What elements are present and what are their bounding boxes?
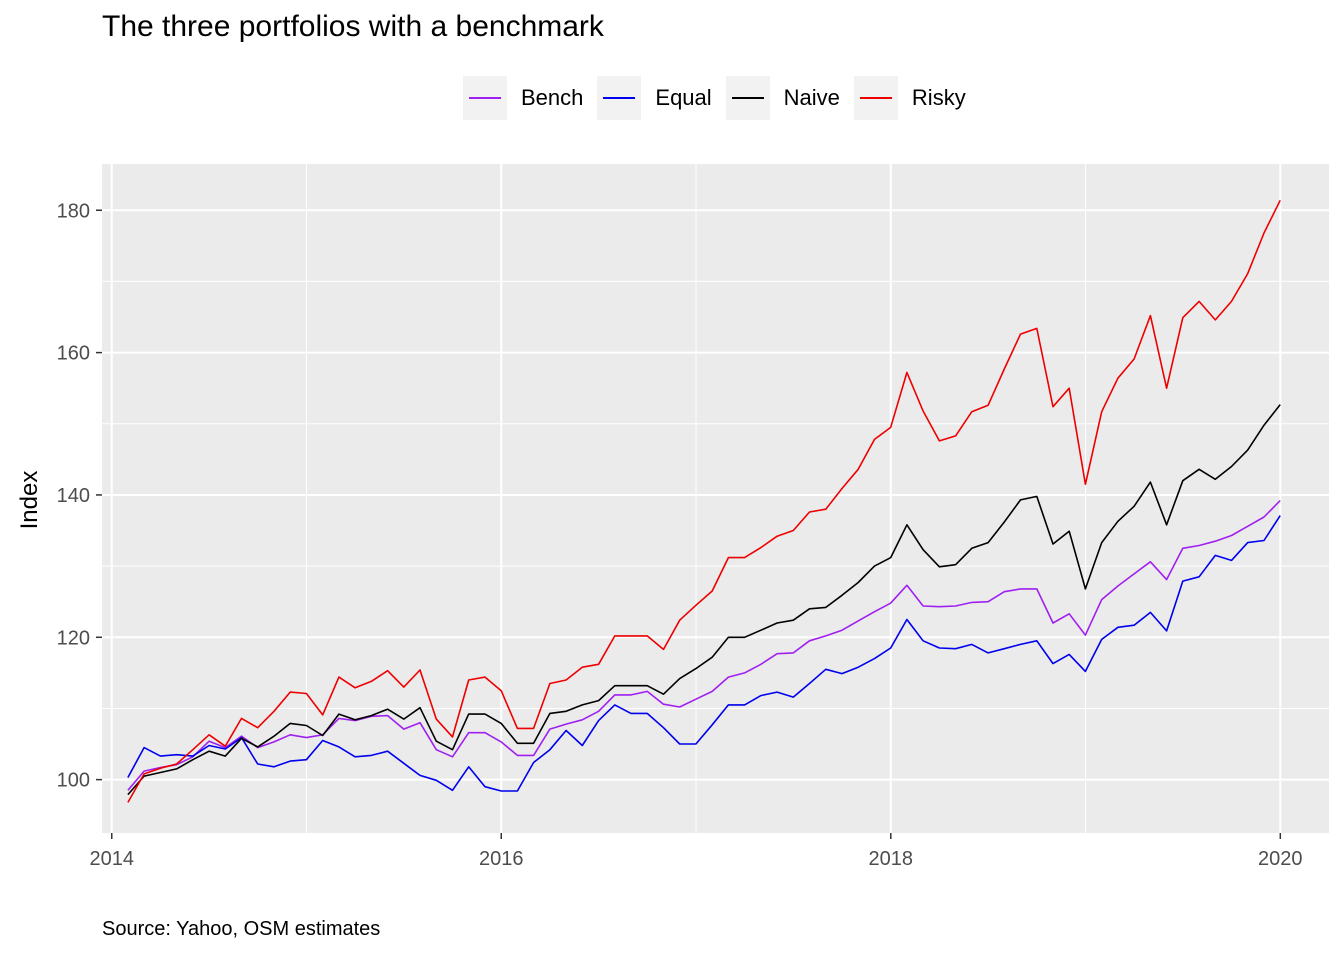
legend-item-naive: Naive [725,76,840,120]
tick-label-y: 140 [57,485,90,507]
legend: Bench Equal Naive Risky [463,76,980,120]
chart-title: The three portfolios with a benchmark [102,10,604,43]
tick-label-x: 2014 [89,848,134,870]
series-line-naive [127,404,1281,796]
legend-key-naive [725,76,770,120]
tick-label-x: 2018 [869,848,914,870]
legend-label-equal: Equal [655,85,712,110]
legend-label-bench: Bench [521,85,584,110]
series-line-risky [127,199,1281,803]
legend-item-equal: Equal [597,76,712,120]
legend-item-risky: Risky [853,76,966,120]
legend-key-equal [597,76,642,120]
tick-label-y: 160 [57,343,90,365]
legend-item-bench: Bench [463,76,583,120]
legend-key-bench [463,76,507,120]
tick-label-y: 180 [57,200,90,222]
tick-label-x: 2016 [479,848,524,870]
legend-label-naive: Naive [783,85,840,110]
series-line-equal [127,515,1281,792]
tick-label-y: 100 [57,770,90,792]
series-line-bench [127,500,1281,791]
tick-label-x: 2020 [1258,848,1303,870]
legend-label-risky: Risky [911,85,966,110]
tick-label-y: 120 [57,627,90,649]
plot-panel [102,164,1329,833]
legend-key-risky [853,76,898,120]
chart-caption: Source: Yahoo, OSM estimates [102,918,381,940]
